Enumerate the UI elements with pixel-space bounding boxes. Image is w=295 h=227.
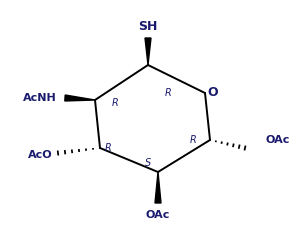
Text: OAc: OAc <box>266 135 290 145</box>
Text: R: R <box>112 98 118 108</box>
Text: AcNH: AcNH <box>23 93 57 103</box>
Polygon shape <box>145 38 151 65</box>
Text: R: R <box>190 135 196 145</box>
Polygon shape <box>65 95 95 101</box>
Text: R: R <box>165 88 171 98</box>
Text: R: R <box>105 143 112 153</box>
Text: AcO: AcO <box>28 150 52 160</box>
Text: SH: SH <box>138 20 158 34</box>
Text: S: S <box>145 158 151 168</box>
Text: OAc: OAc <box>146 210 170 220</box>
Text: O: O <box>208 86 218 99</box>
Polygon shape <box>155 172 161 203</box>
